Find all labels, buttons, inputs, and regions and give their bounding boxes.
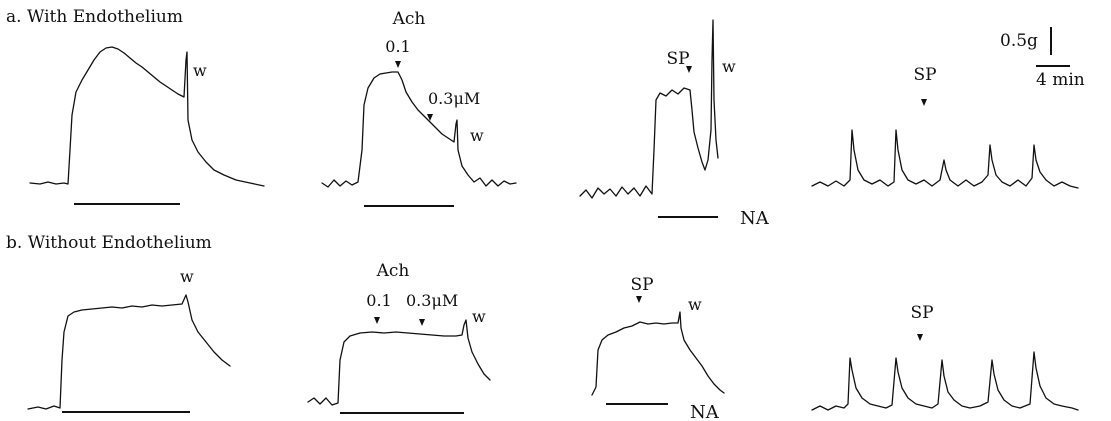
trace-a2-drug-label: Ach: [392, 9, 426, 29]
scale-bar-time-label: 4 min: [1036, 70, 1085, 90]
trace-b1-washout-label: w: [180, 267, 194, 286]
trace-b2-line: [307, 319, 491, 406]
trace-a2-dose-high-arrow: [427, 114, 433, 121]
trace-a3: SP w NA: [579, 19, 770, 229]
trace-b1: w: [27, 267, 231, 413]
trace-a3-sp-arrow: [686, 66, 692, 73]
trace-a3-na-label: NA: [740, 208, 770, 229]
trace-a2-dose-high-label: 0.3μM: [428, 89, 480, 108]
trace-b3-washout-label: w: [688, 295, 702, 314]
panel-b-label: b. Without Endothelium: [6, 233, 212, 253]
trace-b3: SP w NA: [591, 275, 725, 421]
trace-a3-sp-label: SP: [666, 49, 689, 69]
trace-b3-sp-arrow: [636, 296, 642, 303]
trace-b2: Ach 0.1 0.3μM w: [307, 261, 491, 414]
trace-a1-line: [29, 46, 265, 187]
trace-b2-washout-label: w: [472, 307, 486, 326]
trace-b4-line: [811, 351, 1079, 411]
trace-a4: SP: [811, 65, 1079, 189]
trace-b2-dose-high-arrow: [419, 319, 425, 326]
trace-a1: w: [29, 46, 265, 205]
trace-a2-dose-low-arrow: [395, 61, 401, 68]
trace-a3-washout-label: w: [722, 57, 736, 76]
trace-b2-drug-label: Ach: [376, 261, 410, 281]
trace-b3-sp-label: SP: [630, 275, 653, 295]
trace-a3-line: [579, 19, 719, 199]
trace-b2-dose-low-arrow: [374, 317, 380, 324]
trace-b4: SP: [811, 303, 1079, 411]
trace-a4-sp-label: SP: [913, 65, 936, 85]
trace-a2: Ach 0.1 0.3μM w: [321, 9, 517, 207]
trace-b2-dose-low-label: 0.1: [366, 291, 391, 310]
trace-b4-sp-arrow: [917, 334, 923, 341]
trace-a1-washout-label: w: [193, 61, 207, 80]
trace-b2-dose-high-label: 0.3μM: [406, 291, 458, 310]
trace-a4-line: [811, 129, 1079, 189]
trace-a2-dose-low-label: 0.1: [385, 37, 410, 56]
trace-a4-sp-arrow: [921, 99, 927, 106]
panel-a-label: a. With Endothelium: [6, 7, 183, 27]
trace-b1-line: [27, 294, 231, 410]
trace-a2-line: [321, 71, 517, 188]
scale-bar-force-label: 0.5g: [1000, 31, 1038, 51]
trace-a2-washout-label: w: [470, 126, 484, 145]
scale-bar: 0.5g 4 min: [1000, 27, 1085, 90]
trace-b3-line: [591, 311, 725, 396]
trace-b3-na-label: NA: [690, 402, 720, 421]
trace-b4-sp-label: SP: [910, 303, 933, 323]
